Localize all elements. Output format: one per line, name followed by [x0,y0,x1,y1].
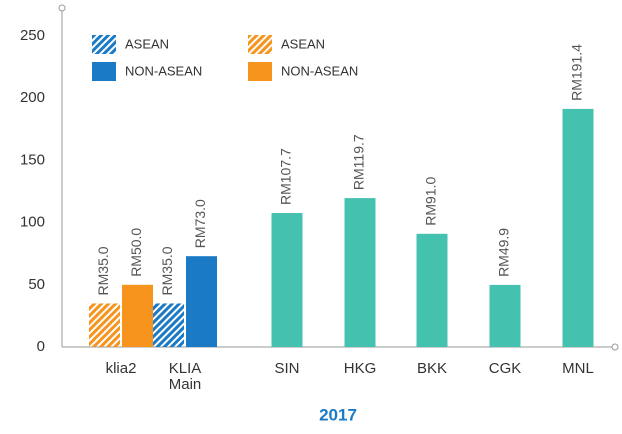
x-tick-label: SIN [274,360,299,377]
y-tick-label: 250 [20,27,45,44]
y-tick-label: 200 [20,89,45,106]
x-axis-label: 2017 [319,405,357,424]
legend-label: ASEAN [281,36,325,51]
bar [344,198,376,347]
value-label: RM191.4 [569,44,585,101]
legend-swatch [92,62,116,81]
legend-swatch [92,35,116,54]
value-label: RM119.7 [351,134,367,190]
value-label: RM35.0 [159,246,175,295]
x-tick-label: BKK [417,360,447,377]
axis-end [58,4,66,12]
bar [186,256,217,347]
axis-end [611,343,619,351]
x-tick-label: CGK [489,360,522,377]
value-label: RM73.0 [192,199,208,248]
value-label: RM50.0 [128,228,144,277]
value-label: RM91.0 [423,177,439,226]
legend-label: NON-ASEAN [281,63,358,78]
legend-swatch [248,62,272,81]
legend-label: NON-ASEAN [125,63,202,78]
value-label: RM35.0 [95,246,111,295]
y-tick-label: 100 [20,214,45,231]
y-tick-label: 150 [20,151,45,168]
value-label: RM107.7 [278,148,294,205]
x-tick-label: MNL [562,360,594,377]
bar [271,213,303,347]
value-label: RM49.9 [496,228,512,277]
y-tick-label: 50 [28,276,45,293]
bar [489,284,521,347]
x-tick-label: KLIA Main [169,360,202,393]
bar [89,303,120,347]
legend-label: ASEAN [125,36,169,51]
y-tick-label: 0 [37,338,45,355]
x-tick-label: klia2 [106,360,137,377]
bar [122,284,153,347]
bar [562,108,594,347]
x-tick-label: HKG [344,360,377,377]
legend-swatch [248,35,272,54]
bar [416,233,448,347]
bar [153,303,184,347]
